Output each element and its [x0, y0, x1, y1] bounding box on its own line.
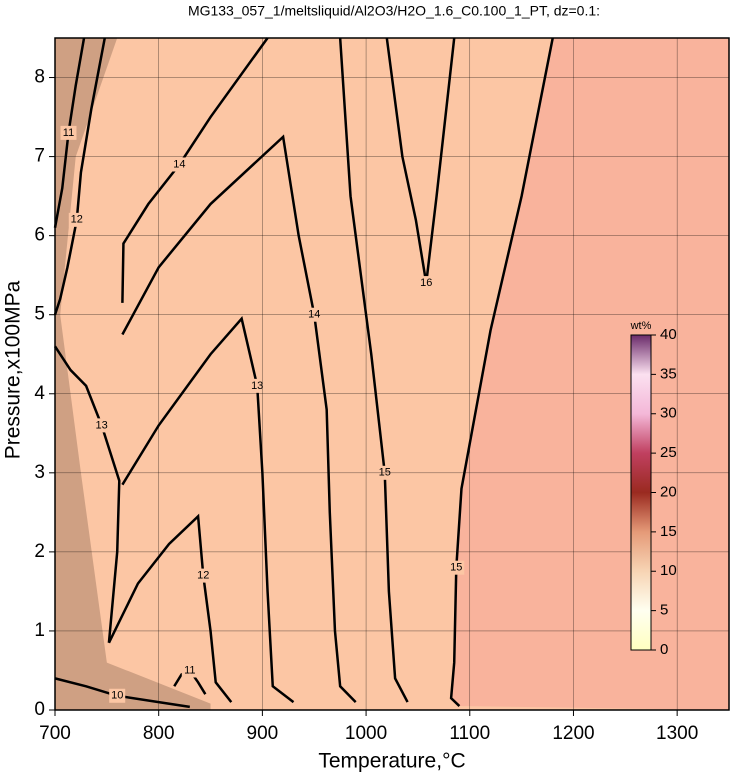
y-tick-label: 7 [34, 146, 45, 167]
y-tick-label: 2 [34, 541, 45, 562]
y-axis-label: Pressure,x100MPa [2, 280, 25, 459]
y-tick-label: 8 [34, 67, 45, 88]
colorbar-tick-label: 35 [660, 365, 677, 382]
contour-label: 11 [63, 127, 74, 139]
contour-label-bg [109, 688, 126, 703]
contour-line [107, 513, 233, 703]
contour-label: 16 [420, 277, 432, 289]
contour-label: 13 [251, 380, 263, 392]
colorbar-tick-label: 25 [660, 444, 677, 461]
colorbar-tick-label: 10 [660, 562, 677, 579]
chart-title: MG133_057_1/meltsliquid/Al2O3/H2O_1.6_C0… [188, 3, 600, 19]
colorbar-tick-label: 40 [660, 326, 677, 343]
x-tick-label: 1000 [345, 723, 387, 744]
y-tick-label: 5 [34, 304, 45, 325]
contour-label: 12 [197, 570, 209, 582]
contour-label-bg [181, 663, 198, 678]
contour-label-bg [418, 276, 435, 291]
contour-label-bg [171, 157, 188, 172]
x-tick-label: 1300 [656, 723, 698, 744]
colorbar [630, 334, 652, 651]
contour-label-bg [448, 560, 465, 575]
y-tick-label: 3 [34, 462, 45, 483]
contour-label: 12 [71, 214, 83, 226]
contour-label-bg [93, 418, 110, 433]
contour-label: 13 [96, 419, 108, 431]
colorbar-tick-label: 15 [660, 523, 677, 540]
contour-label: 15 [450, 562, 462, 574]
contour-label: 14 [173, 158, 185, 170]
x-tick-label: 900 [247, 723, 279, 744]
x-axis-label: Temperature,°C [318, 750, 465, 773]
colorbar-tick-label: 30 [660, 405, 677, 422]
contour-label: 10 [111, 690, 123, 702]
low-region [55, 38, 211, 710]
contour-line [449, 37, 554, 707]
y-tick-label: 4 [34, 383, 45, 404]
contour-line [385, 37, 456, 284]
x-tick-label: 700 [39, 723, 71, 744]
x-tick-label: 800 [143, 723, 175, 744]
colorbar-label: wt% [630, 320, 652, 332]
plot-frame [54, 37, 730, 711]
contour-label-bg [195, 568, 212, 583]
y-tick-label: 1 [34, 620, 45, 641]
contour-label-bg [249, 378, 266, 393]
contour-label-bg [68, 212, 85, 227]
contour-label-bg [60, 125, 77, 140]
contour-line [121, 37, 269, 303]
colorbar-tick-label: 20 [660, 483, 677, 500]
contour-label: 11 [184, 664, 195, 676]
colorbar-tick-label: 5 [660, 602, 668, 619]
y-tick-label: 6 [34, 225, 45, 246]
x-tick-label: 1100 [449, 723, 490, 744]
colorbar-tick-label: 0 [660, 641, 668, 658]
y-tick-label: 0 [34, 699, 45, 720]
x-tick-label: 1200 [552, 723, 594, 744]
